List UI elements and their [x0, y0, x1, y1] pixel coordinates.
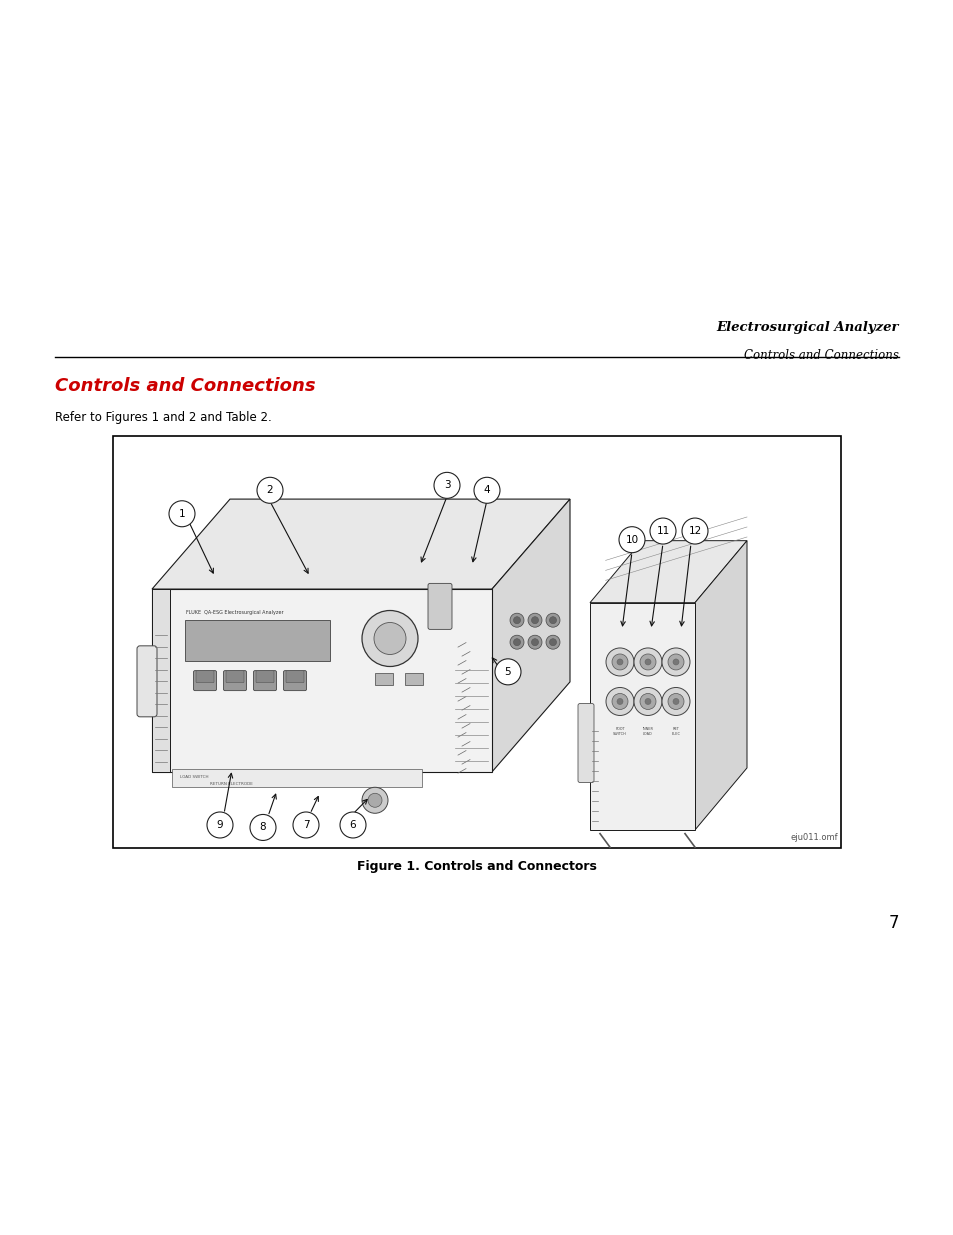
Text: 9: 9: [216, 820, 223, 830]
FancyBboxPatch shape: [193, 671, 216, 690]
Circle shape: [549, 616, 556, 624]
Circle shape: [639, 694, 656, 709]
Circle shape: [617, 699, 622, 704]
Circle shape: [612, 655, 627, 669]
Circle shape: [672, 699, 679, 704]
Circle shape: [661, 648, 689, 676]
Polygon shape: [589, 603, 695, 830]
Circle shape: [513, 638, 520, 646]
Circle shape: [434, 472, 459, 499]
FancyBboxPatch shape: [223, 671, 246, 690]
Circle shape: [644, 659, 650, 664]
Circle shape: [545, 614, 559, 627]
Bar: [172, 768, 421, 787]
Polygon shape: [152, 589, 170, 772]
Bar: [405, 673, 422, 685]
Circle shape: [474, 477, 499, 504]
Text: 11: 11: [656, 526, 669, 536]
Bar: [375, 673, 393, 685]
Bar: [112, 436, 841, 848]
Text: 2: 2: [267, 485, 273, 495]
Circle shape: [618, 526, 644, 553]
Circle shape: [634, 648, 661, 676]
Bar: [185, 620, 330, 661]
FancyBboxPatch shape: [286, 671, 304, 683]
Circle shape: [361, 787, 388, 814]
Polygon shape: [152, 499, 569, 589]
Text: RET
ELEC: RET ELEC: [671, 727, 679, 736]
Polygon shape: [492, 499, 569, 772]
Circle shape: [527, 635, 541, 650]
FancyBboxPatch shape: [255, 671, 274, 683]
Circle shape: [667, 694, 683, 709]
Circle shape: [510, 614, 523, 627]
Text: 3: 3: [443, 480, 450, 490]
Text: Controls and Connections: Controls and Connections: [743, 348, 898, 362]
Circle shape: [545, 635, 559, 650]
Circle shape: [339, 811, 366, 839]
Polygon shape: [152, 589, 492, 772]
FancyBboxPatch shape: [137, 646, 157, 716]
Circle shape: [617, 659, 622, 664]
Circle shape: [169, 500, 194, 527]
Circle shape: [661, 688, 689, 715]
FancyBboxPatch shape: [195, 671, 213, 683]
FancyBboxPatch shape: [428, 583, 452, 630]
Circle shape: [612, 694, 627, 709]
Text: RETURN ELECTRODE: RETURN ELECTRODE: [210, 783, 253, 787]
Text: 10: 10: [625, 535, 638, 545]
Circle shape: [368, 793, 381, 808]
Circle shape: [207, 811, 233, 839]
Polygon shape: [695, 541, 746, 830]
Polygon shape: [589, 541, 746, 603]
Circle shape: [605, 648, 634, 676]
Text: FLUKE  QA-ESG Electrosurgical Analyzer: FLUKE QA-ESG Electrosurgical Analyzer: [186, 610, 283, 615]
Text: 8: 8: [259, 823, 266, 832]
Circle shape: [531, 638, 537, 646]
Circle shape: [644, 699, 650, 704]
Circle shape: [531, 616, 537, 624]
Circle shape: [605, 688, 634, 715]
FancyBboxPatch shape: [226, 671, 244, 683]
Circle shape: [510, 635, 523, 650]
Circle shape: [549, 638, 556, 646]
Text: Electrosurgical Analyzer: Electrosurgical Analyzer: [716, 321, 898, 335]
FancyBboxPatch shape: [253, 671, 276, 690]
Text: 1: 1: [178, 509, 185, 519]
Text: eju011.omf: eju011.omf: [790, 834, 838, 842]
Circle shape: [256, 477, 283, 504]
FancyBboxPatch shape: [283, 671, 306, 690]
Text: 7: 7: [887, 914, 898, 932]
Circle shape: [649, 517, 676, 545]
Text: 12: 12: [688, 526, 700, 536]
Circle shape: [681, 517, 707, 545]
Text: Refer to Figures 1 and 2 and Table 2.: Refer to Figures 1 and 2 and Table 2.: [55, 411, 272, 425]
Circle shape: [293, 811, 318, 839]
Text: FOOT
SWITCH: FOOT SWITCH: [613, 727, 626, 736]
Text: 6: 6: [350, 820, 355, 830]
Circle shape: [527, 614, 541, 627]
Text: Figure 1. Controls and Connectors: Figure 1. Controls and Connectors: [356, 860, 597, 873]
Circle shape: [513, 616, 520, 624]
Text: INNER
LOAD: INNER LOAD: [641, 727, 653, 736]
Text: 4: 4: [483, 485, 490, 495]
Circle shape: [639, 655, 656, 669]
Circle shape: [374, 622, 406, 655]
Text: 5: 5: [504, 667, 511, 677]
Circle shape: [634, 688, 661, 715]
Circle shape: [667, 655, 683, 669]
Circle shape: [250, 814, 275, 841]
Text: LOAD SWITCH: LOAD SWITCH: [180, 776, 209, 779]
Circle shape: [672, 659, 679, 664]
Circle shape: [361, 610, 417, 667]
Circle shape: [495, 658, 520, 685]
Text: 7: 7: [302, 820, 309, 830]
Text: Controls and Connections: Controls and Connections: [55, 377, 315, 395]
FancyBboxPatch shape: [578, 704, 594, 783]
